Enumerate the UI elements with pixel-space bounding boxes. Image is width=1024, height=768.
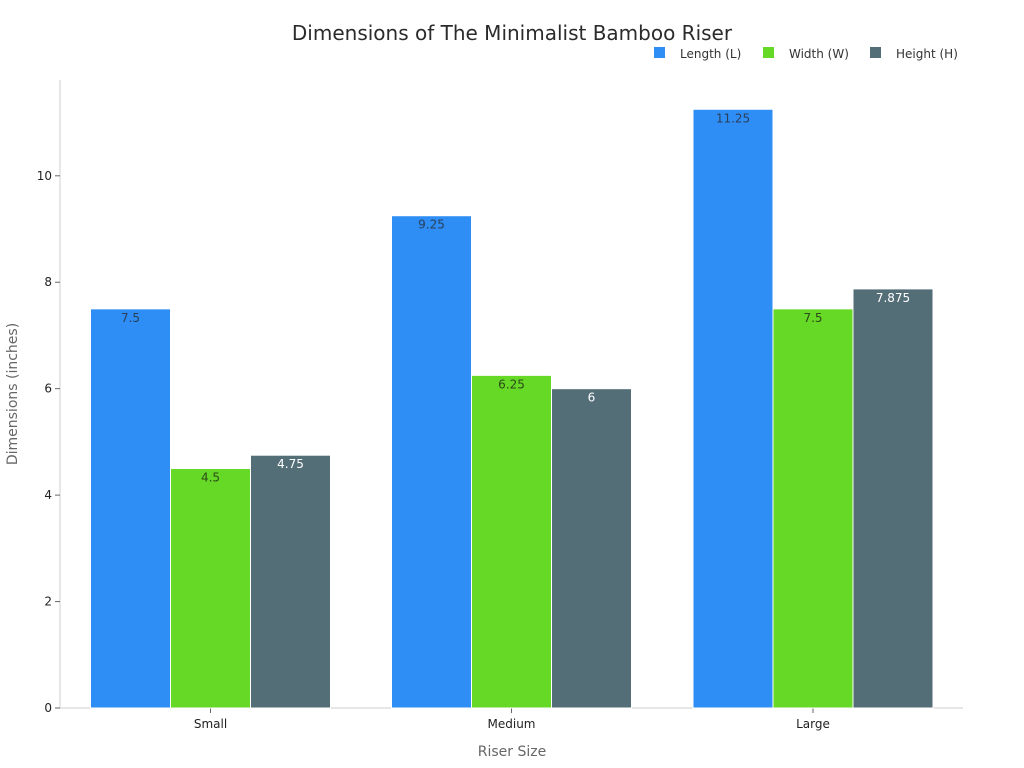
legend-swatch bbox=[870, 47, 881, 58]
bar bbox=[692, 108, 774, 709]
legend-label: Width (W) bbox=[789, 47, 849, 61]
x-tick-label: Large bbox=[796, 717, 830, 731]
x-axis-label: Riser Size bbox=[478, 744, 546, 760]
x-tick-label: Medium bbox=[488, 717, 536, 731]
y-tick-label: 4 bbox=[44, 488, 52, 502]
data-label: 9.25 bbox=[418, 218, 445, 232]
bar bbox=[391, 215, 472, 709]
data-label: 7.5 bbox=[803, 311, 822, 325]
y-tick-label: 6 bbox=[44, 382, 52, 396]
bar bbox=[250, 454, 331, 709]
data-label: 4.75 bbox=[277, 457, 304, 471]
bars bbox=[90, 108, 934, 709]
data-label: 11.25 bbox=[716, 111, 750, 125]
legend-swatch bbox=[654, 47, 665, 58]
legend-swatch bbox=[763, 47, 774, 58]
data-label: 6 bbox=[588, 391, 596, 405]
bar bbox=[551, 388, 632, 709]
y-tick-label: 8 bbox=[44, 275, 52, 289]
bar bbox=[471, 374, 552, 709]
bar bbox=[90, 308, 171, 709]
data-label: 7.875 bbox=[876, 291, 910, 305]
data-labels: 7.5 4.5 4.75 9.25 6.25 6 11.25 7.5 7.875 bbox=[121, 111, 910, 484]
bar bbox=[852, 288, 934, 709]
y-axis-label: Dimensions (inches) bbox=[5, 323, 21, 465]
y-tick-label: 2 bbox=[44, 595, 52, 609]
legend: Length (L) Width (W) Height (H) bbox=[654, 47, 958, 61]
bar bbox=[170, 468, 251, 709]
data-label: 4.5 bbox=[201, 471, 220, 485]
data-label: 6.25 bbox=[498, 377, 525, 391]
data-label: 7.5 bbox=[121, 311, 140, 325]
x-tick-label: Small bbox=[194, 717, 227, 731]
bar bbox=[772, 308, 854, 709]
legend-label: Height (H) bbox=[896, 47, 958, 61]
y-tick-label: 10 bbox=[37, 169, 52, 183]
chart-title: Dimensions of The Minimalist Bamboo Rise… bbox=[292, 21, 733, 45]
y-tick-label: 0 bbox=[44, 701, 52, 715]
legend-label: Length (L) bbox=[680, 47, 741, 61]
